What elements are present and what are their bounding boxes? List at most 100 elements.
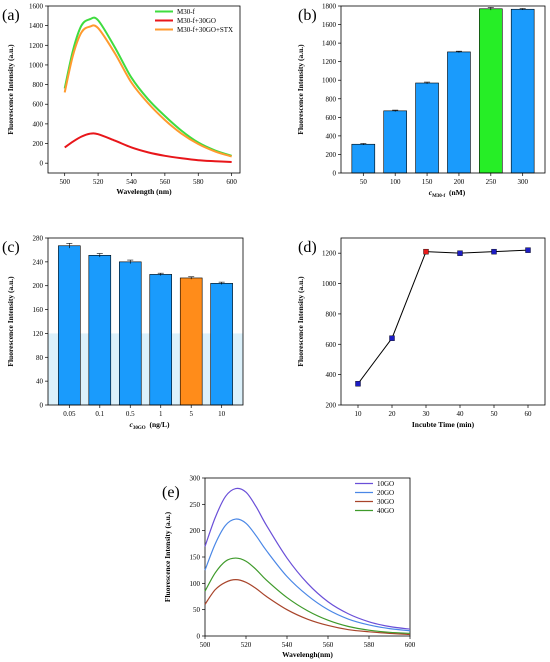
y-tick-label: 400 bbox=[33, 120, 44, 128]
y-axis-label: Fluorescence Intensity (a.u.) bbox=[163, 511, 172, 602]
y-tick-label: 800 bbox=[33, 81, 44, 89]
y-tick-label: 400 bbox=[326, 371, 337, 379]
chart-e: 0 50 100 150 200 250 300 500 520 540 560 580 600 10GO… bbox=[162, 475, 416, 660]
x-axis-label: c30GO (ng/L) bbox=[129, 420, 170, 431]
x-tick-label: 520 bbox=[93, 178, 104, 186]
y-tick-label: 1000 bbox=[322, 77, 337, 85]
y-tick-label: 0 bbox=[40, 160, 44, 168]
y-tick-label: 300 bbox=[190, 475, 201, 483]
x-tick-label: 580 bbox=[193, 178, 204, 186]
x-tick-label: 560 bbox=[160, 178, 171, 186]
y-tick-label: 600 bbox=[326, 114, 337, 122]
y-tick-label: 1600 bbox=[322, 21, 337, 29]
y-tick-label: 600 bbox=[33, 101, 44, 109]
y-tick-label: 200 bbox=[326, 402, 337, 410]
bar-100 bbox=[383, 110, 407, 174]
panel-label: (c) bbox=[2, 239, 20, 256]
chart-c: 0.05 0.1 0.5 1 5 10 0 40 80 120 160 200 240 280 c30GO … bbox=[2, 235, 244, 431]
x-label-unit: (ng/L) bbox=[148, 420, 170, 429]
x-tick-label: 0.05 bbox=[63, 410, 76, 418]
y-tick-label: 600 bbox=[326, 341, 337, 349]
bar-1 bbox=[149, 274, 173, 406]
y-tick-label: 800 bbox=[326, 95, 337, 103]
y-tick-label: 1200 bbox=[322, 250, 337, 258]
series-line-M30-f bbox=[63, 16, 232, 157]
x-tick-label: 600 bbox=[405, 641, 416, 649]
x-tick-label: 50 bbox=[360, 178, 368, 186]
x-tick-label: 20 bbox=[389, 410, 397, 418]
bar-10 bbox=[210, 283, 233, 406]
legend-label: M30-f+30GO bbox=[177, 17, 216, 25]
bar-50 bbox=[351, 143, 376, 174]
x-tick-label: 30 bbox=[423, 410, 431, 418]
y-tick-label: 1800 bbox=[322, 3, 337, 11]
y-tick-label: 0 bbox=[197, 633, 201, 641]
x-tick-label: 540 bbox=[282, 641, 293, 649]
x-label-var: c bbox=[429, 188, 433, 197]
y-tick-label: 1400 bbox=[29, 22, 44, 30]
bar-0.1 bbox=[88, 254, 112, 406]
y-tick-label: 240 bbox=[33, 258, 44, 266]
panel-label: (e) bbox=[162, 484, 180, 501]
y-tick-label: 160 bbox=[33, 306, 44, 314]
y-tick-label: 250 bbox=[190, 501, 201, 509]
x-tick-label: 150 bbox=[422, 178, 433, 186]
series-line-M30-f+30GO+STX bbox=[63, 24, 232, 158]
y-tick-label: 1400 bbox=[322, 40, 337, 48]
series-line-M30-f+30GO bbox=[64, 132, 232, 163]
y-tick-label: 50 bbox=[193, 606, 201, 614]
x-label-sub: 30GO bbox=[133, 426, 146, 431]
y-tick-label: 80 bbox=[36, 354, 44, 362]
x-tick-label: 60 bbox=[525, 410, 533, 418]
y-tick-label: 800 bbox=[326, 310, 337, 318]
x-tick-label: 250 bbox=[486, 178, 497, 186]
x-tick-label: 100 bbox=[390, 178, 401, 186]
chart-d: 200 400 600 800 1000 1200 10 20 30 40 50 60 Incubte … bbox=[296, 237, 546, 429]
y-tick-label: 1600 bbox=[29, 3, 44, 11]
y-tick-label: 1000 bbox=[29, 61, 44, 69]
bar-250 bbox=[479, 8, 503, 174]
x-tick-label: 1 bbox=[159, 410, 163, 418]
legend-label: 40GO bbox=[377, 507, 394, 515]
x-tick-label: 520 bbox=[241, 641, 252, 649]
x-tick-label: 300 bbox=[517, 178, 528, 186]
series-line bbox=[357, 249, 529, 385]
y-axis-label: Fluorescence Intensity (a.u.) bbox=[6, 276, 15, 367]
y-tick-label: 0 bbox=[40, 402, 44, 410]
y-tick-label: 1200 bbox=[29, 42, 44, 50]
x-tick-label: 560 bbox=[323, 641, 334, 649]
y-tick-label: 120 bbox=[33, 330, 44, 338]
bar-200 bbox=[447, 51, 471, 174]
x-tick-label: 5 bbox=[189, 410, 193, 418]
x-axis-label: Wavelengh(nm) bbox=[282, 650, 333, 659]
x-label-unit: (nM) bbox=[447, 188, 466, 197]
chart-b: 50 100 150 200 250 300 0 200 400 600 800 1000 1200 14… bbox=[296, 3, 546, 199]
y-tick-label: 40 bbox=[36, 378, 44, 386]
data-point bbox=[525, 247, 531, 253]
bar-0.05 bbox=[58, 245, 81, 406]
y-tick-label: 1200 bbox=[322, 58, 337, 66]
panel-label: (b) bbox=[298, 7, 317, 24]
x-tick-label: 200 bbox=[454, 178, 465, 186]
x-tick-label: 10 bbox=[218, 410, 226, 418]
y-tick-label: 100 bbox=[190, 580, 201, 588]
legend-label: 30GO bbox=[377, 498, 394, 506]
series-line-30GO bbox=[204, 579, 411, 636]
chart-a: 0 200 400 600 800 1000 1200 1400 1600 500 520 540 56… bbox=[2, 3, 241, 196]
plot-frame bbox=[47, 237, 244, 406]
legend-label: 20GO bbox=[377, 489, 394, 497]
x-label-sub: M30-f bbox=[432, 194, 445, 199]
y-tick-label: 280 bbox=[33, 235, 44, 243]
x-tick-label: 500 bbox=[59, 178, 70, 186]
y-tick-label: 200 bbox=[33, 140, 44, 148]
series-line-10GO bbox=[204, 487, 411, 630]
x-axis-label: Wavelength (nm) bbox=[116, 187, 172, 196]
x-tick-label: 0.1 bbox=[95, 410, 104, 418]
plot-frame bbox=[47, 5, 241, 174]
bar-0.5 bbox=[118, 261, 142, 406]
data-point bbox=[389, 335, 395, 341]
x-axis-label: Incubte Time (min) bbox=[412, 420, 475, 429]
data-point bbox=[423, 248, 429, 255]
x-tick-label: 40 bbox=[457, 410, 465, 418]
y-axis-label: Fluorescence Intensity (a.u.) bbox=[296, 44, 305, 135]
